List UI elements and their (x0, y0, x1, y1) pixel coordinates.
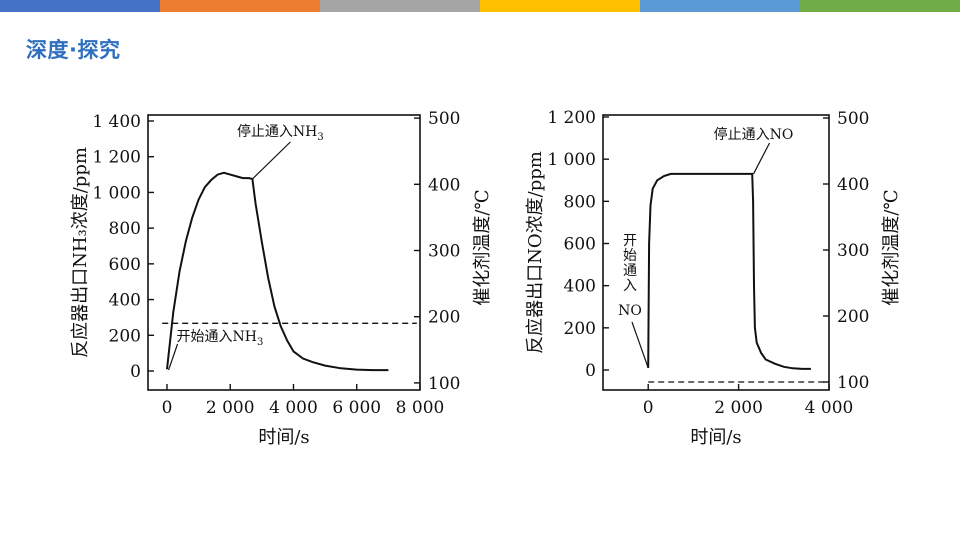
x-tick-label: 0 (162, 398, 173, 418)
chart-panel-2: 0 200 400 600 800 1 000 1 200 100 200 300 400 500 0 2… (525, 108, 902, 448)
y-tick-label: 200 (109, 326, 141, 346)
annotation-start-no-tail: NO (618, 303, 642, 319)
y-tick-label: 1 200 (92, 148, 141, 168)
stripe-segment (320, 0, 480, 12)
x-tick-label: 6 000 (332, 398, 381, 418)
annotation-start-no-char: 通 (623, 263, 637, 279)
annotation-start-no-char: 入 (623, 278, 637, 294)
x-axis-label: 时间/s (690, 427, 741, 448)
y-tick-label: 1 000 (547, 150, 596, 170)
annotation-leader (167, 343, 179, 371)
stripe-segment (480, 0, 640, 12)
y2-tick-label: 400 (837, 175, 869, 195)
y-axis-label: 反应器出口NH₃浓度/ppm (70, 147, 91, 358)
annotation-start-nh3: 开始通入NH3 (177, 329, 264, 348)
y-tick-label: 0 (130, 362, 141, 382)
plot-frame (602, 114, 830, 391)
y-axis-label: 反应器出口NO浓度/ppm (525, 151, 546, 354)
annotation-start-no-char: 始 (623, 248, 637, 264)
y2-tick-label: 500 (428, 109, 460, 129)
y2-tick-label: 200 (428, 308, 460, 328)
annotation-stop-no: 停止通入NO (714, 126, 794, 143)
x-tick-label: 0 (643, 398, 654, 418)
y2-tick-label: 300 (428, 242, 460, 262)
plot-frame (147, 114, 421, 391)
y-tick-label: 600 (109, 255, 141, 275)
y2-tick-label: 400 (428, 175, 460, 195)
y2-axis-label: 催化剂温度/℃ (472, 189, 493, 305)
stripe-segment (160, 0, 320, 12)
annotation-leader (251, 141, 291, 180)
concentration-line (647, 172, 811, 370)
y-tick-label: 800 (564, 192, 596, 212)
y2-tick-label: 100 (837, 373, 869, 393)
y-tick-label: 200 (564, 319, 596, 339)
annotation-stop-nh3: 停止通入NH3 (237, 123, 324, 143)
y-tick-label: 1 400 (92, 112, 141, 132)
chart-panel-1: 0 200 400 600 800 1 000 1 200 1 400 100 200 300 400… (70, 109, 493, 448)
x-tick-label: 8 000 (396, 398, 445, 418)
y2-tick-label: 200 (837, 307, 869, 327)
stripe-segment (800, 0, 960, 12)
y2-axis-label: 催化剂温度/℃ (881, 189, 902, 305)
y-tick-label: 1 000 (92, 183, 141, 203)
y-tick-label: 800 (109, 219, 141, 239)
y-tick-label: 400 (109, 291, 141, 311)
y-tick-label: 0 (585, 361, 596, 381)
x-tick-label: 4 000 (269, 398, 318, 418)
x-tick-label: 4 000 (805, 398, 854, 418)
y-tick-label: 400 (564, 277, 596, 297)
x-axis-label: 时间/s (258, 427, 309, 448)
annotation-start-no-char: 开 (623, 233, 637, 249)
y2-tick-label: 500 (837, 109, 869, 129)
y-tick-label: 1 200 (547, 108, 596, 128)
x-tick-label: 2 000 (714, 398, 763, 418)
annotation-leader (752, 142, 771, 175)
y2-tick-label: 300 (837, 241, 869, 261)
top-color-stripe (0, 0, 960, 12)
y-tick-label: 600 (564, 235, 596, 255)
slide-title: 深度·探究 (26, 38, 121, 62)
y2-tick-label: 100 (428, 374, 460, 394)
x-tick-label: 2 000 (206, 398, 255, 418)
stripe-segment (0, 0, 160, 12)
annotation-leader (631, 321, 649, 369)
stripe-segment (640, 0, 800, 12)
